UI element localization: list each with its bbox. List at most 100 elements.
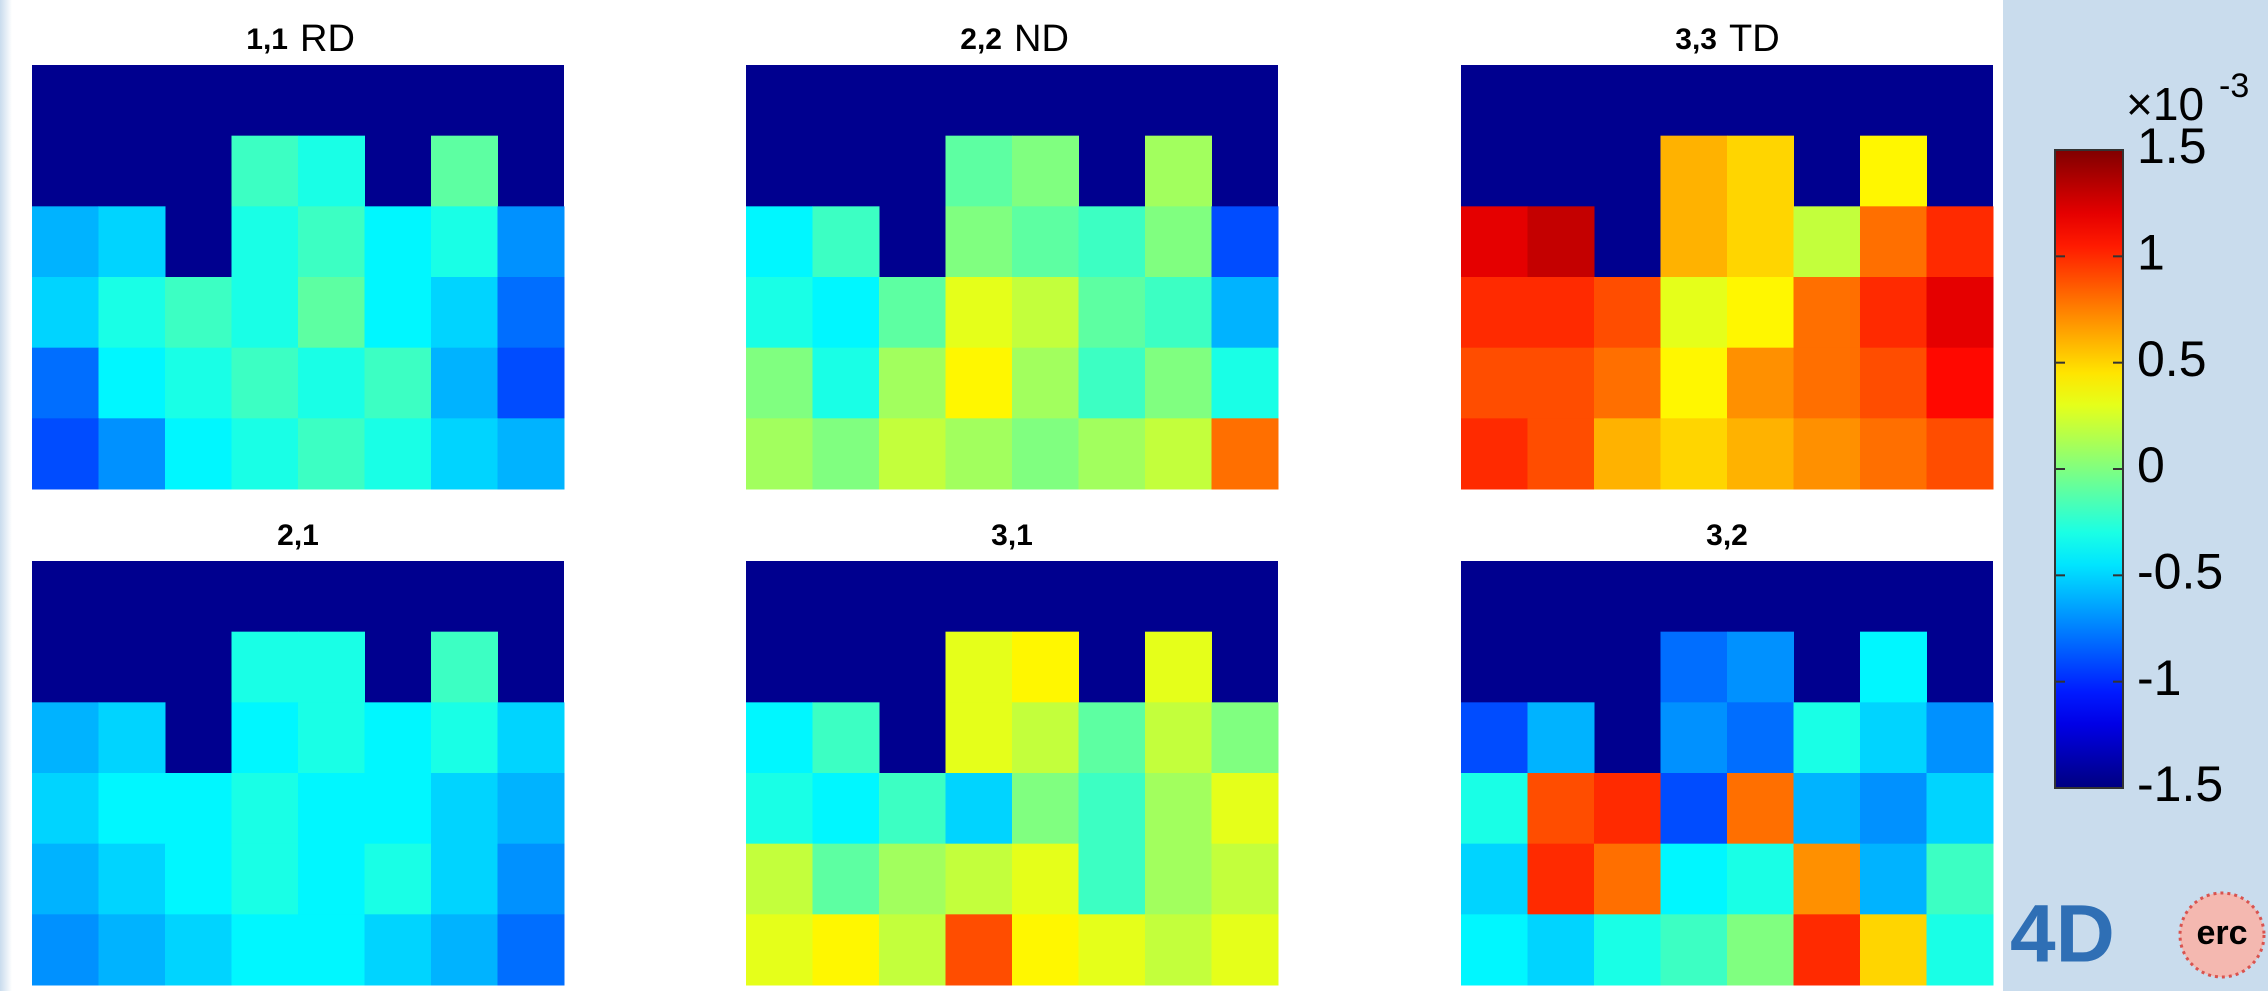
colorbar-tick-label: 0 [2137,437,2165,493]
heatmap-cell [364,773,432,845]
heatmap-cell [1078,914,1146,986]
heatmap-cell [1793,843,1861,915]
heatmap-cell [1660,631,1728,703]
heatmap-cell [165,843,232,915]
heatmap-cell [1926,206,1994,278]
heatmap-cell [497,418,565,490]
heatmap-cell [431,135,498,207]
heatmap-cell [32,773,99,845]
heatmap-cell [231,135,299,207]
heatmap-cell [1793,418,1861,490]
heatmap-cell [1926,773,1994,845]
panel-subtitle: ND [1014,18,1069,60]
heatmap-cell [812,702,880,774]
heatmap-cell [1926,277,1994,349]
heatmap-cell [364,277,432,349]
heatmap-cell [1727,347,1794,419]
heatmap-cell [165,347,232,419]
heatmap-cell [812,277,880,349]
heatmap-cell [1860,914,1927,986]
heatmap-cell [98,347,166,419]
heatmap-cell [1727,135,1794,207]
heatmap-cell [431,914,498,986]
heatmap-cell [1211,347,1279,419]
panel-title: 2,1 [277,519,319,552]
heatmap-cell [945,914,1013,986]
heatmap-cell [1012,914,1079,986]
heatmap-cell [812,914,880,986]
heatmap-cell [231,773,299,845]
heatmap-cell [1012,347,1079,419]
panel: 2,1 [32,519,565,986]
heatmap-cell [879,418,946,490]
heatmap-cell [746,206,813,278]
heatmap-cell [298,206,365,278]
heatmap-cell [32,702,99,774]
heatmap-cell [431,347,498,419]
heatmap-cell [431,277,498,349]
heatmap-cell [1793,702,1861,774]
heatmap-cell [1145,631,1212,703]
heatmap-cell [1145,135,1212,207]
heatmap-cell [1727,631,1794,703]
heatmap-cell [1211,773,1279,845]
heatmap-cell [1727,773,1794,845]
colorbar-tick-label: -1 [2137,650,2181,706]
heatmap-cell [431,702,498,774]
heatmap-cell [1461,206,1528,278]
heatmap-cell [879,347,946,419]
heatmap-cell [746,773,813,845]
heatmap-cell [1860,702,1927,774]
heatmap-cell [1145,702,1212,774]
heatmap-cell [1860,347,1927,419]
heatmap-cell [1461,347,1528,419]
heatmap-cell [1793,206,1861,278]
heatmap-cell [1527,347,1595,419]
heatmap-cell [1527,773,1595,845]
heatmap-cell [32,914,99,986]
heatmap-cell [1012,843,1079,915]
heatmap-cell [1078,347,1146,419]
heatmap-cell [298,418,365,490]
heatmap-cell [431,418,498,490]
heatmap-cell [1660,914,1728,986]
panel: 2,2 ND [746,18,1279,490]
heatmap-cell [1211,843,1279,915]
panel: 1,1 RD [32,18,565,490]
heatmap-cell [364,347,432,419]
heatmap-cell [1660,277,1728,349]
panel-title: 3,1 [991,519,1033,552]
heatmap-cell [1860,843,1927,915]
heatmap-cell [231,206,299,278]
heatmap-cell [1527,702,1595,774]
heatmap-cell [1211,206,1279,278]
heatmap-cell [431,843,498,915]
heatmap-cell [1727,914,1794,986]
heatmap-cell [1860,631,1927,703]
heatmap-cell [165,418,232,490]
heatmap-cell [497,843,565,915]
panel: 3,2 [1461,519,1994,986]
heatmap-cell [1145,206,1212,278]
heatmap-cell [431,773,498,845]
heatmap-cell [945,702,1013,774]
heatmap-cell [231,418,299,490]
heatmap-cell [364,914,432,986]
colorbar-tick-label: 1.5 [2137,118,2207,174]
logo-badge: erc [2196,914,2247,952]
heatmap-cell [1078,277,1146,349]
heatmap-cell [98,418,166,490]
panel-subtitle: TD [1729,18,1780,60]
panel-subtitle: RD [300,18,355,60]
heatmap-cell [1145,418,1212,490]
heatmap-cell [165,773,232,845]
heatmap-cell [1078,702,1146,774]
heatmap-cell [1926,843,1994,915]
heatmap-cell [1926,914,1994,986]
heatmap-cell [298,277,365,349]
heatmap-cell [1527,418,1595,490]
heatmap-cell [1461,914,1528,986]
heatmap-cell [1145,773,1212,845]
heatmap-cell [98,773,166,845]
heatmap-cell [32,843,99,915]
